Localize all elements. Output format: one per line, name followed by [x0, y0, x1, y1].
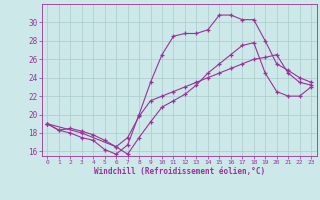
X-axis label: Windchill (Refroidissement éolien,°C): Windchill (Refroidissement éolien,°C)	[94, 167, 265, 176]
